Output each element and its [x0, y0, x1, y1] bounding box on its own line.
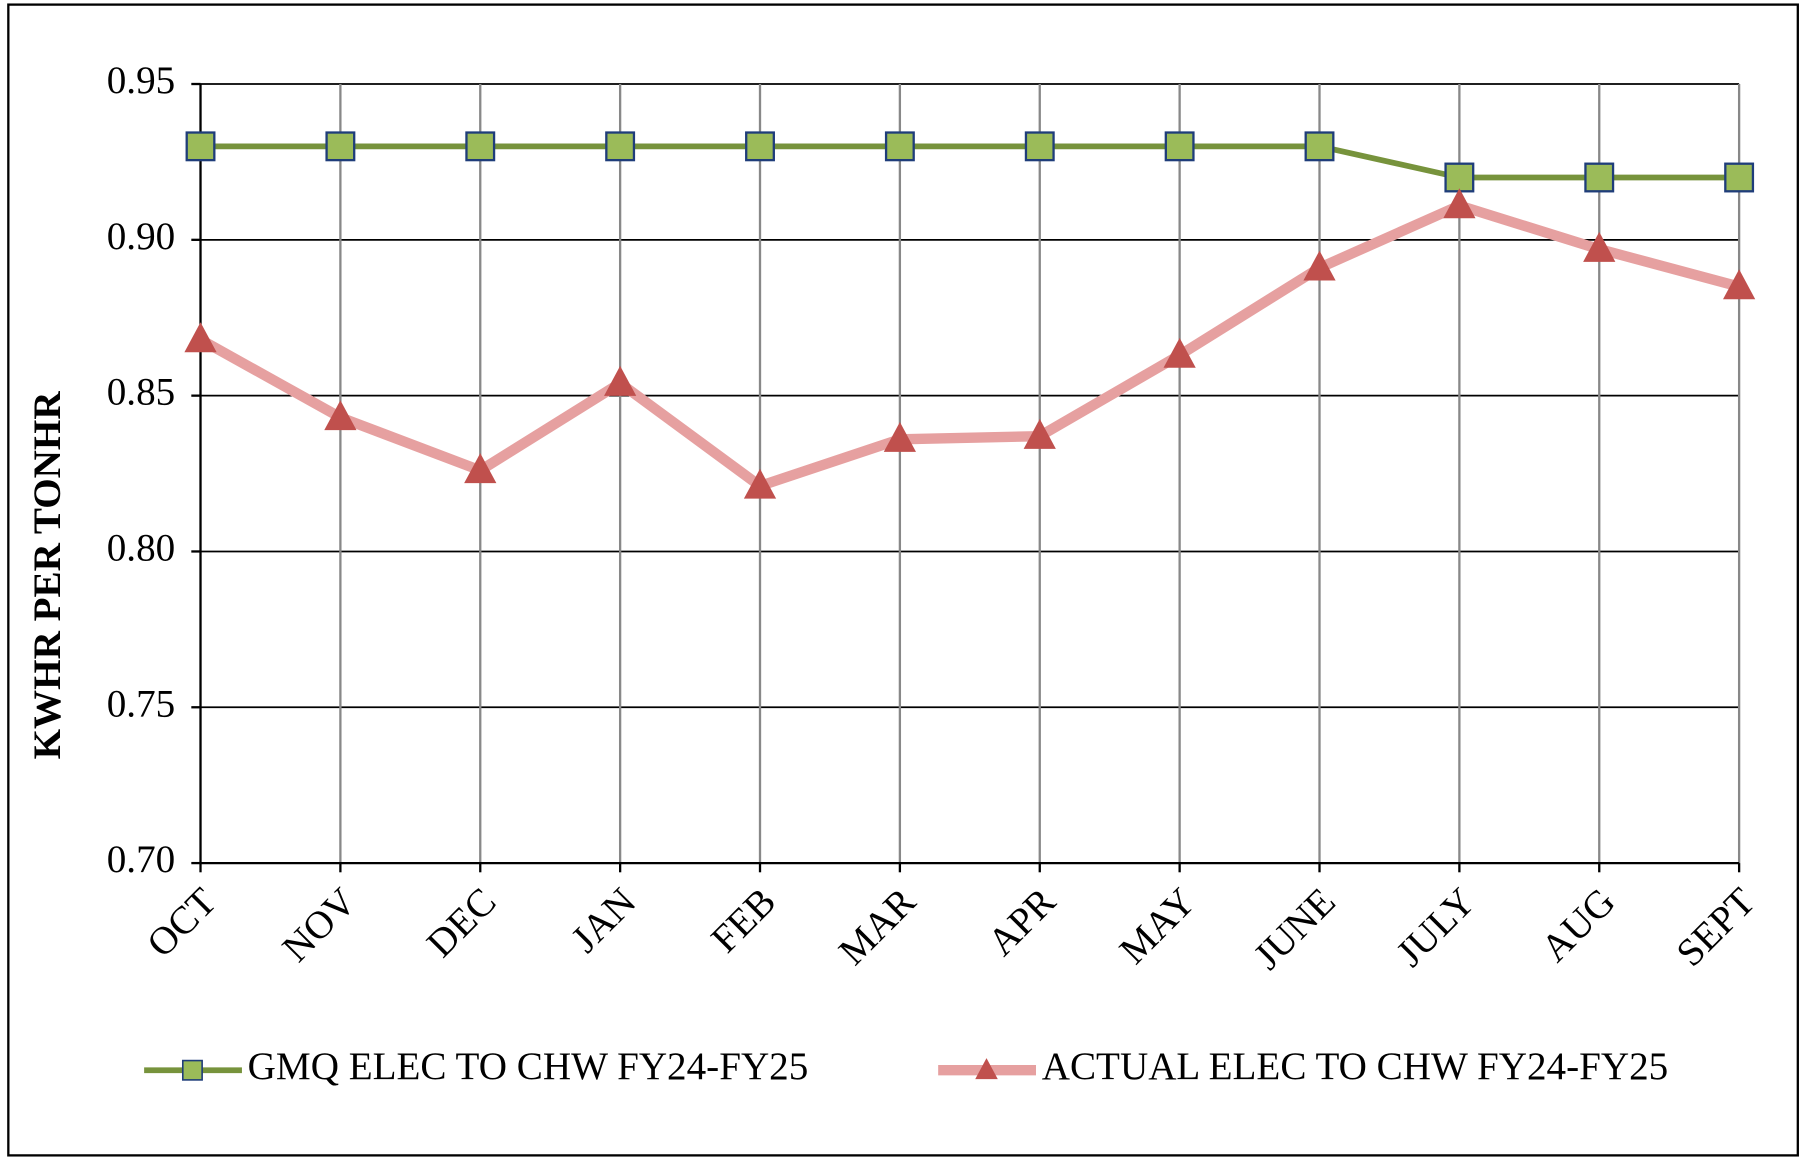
marker [883, 422, 916, 452]
legend-marker [975, 1058, 998, 1080]
y-tick-label: 0.80 [107, 526, 175, 569]
marker [1163, 337, 1196, 368]
series-line [200, 143, 1740, 181]
legend-label: GMQ ELEC TO CHW FY24-FY25 [248, 1045, 809, 1088]
marker [1723, 269, 1756, 300]
y-tick-label: 0.70 [107, 838, 175, 881]
marker [1024, 131, 1055, 162]
marker [605, 131, 636, 162]
marker [745, 131, 775, 162]
y-tick-label: 0.95 [107, 59, 175, 102]
marker [1023, 418, 1056, 449]
marker [1584, 162, 1615, 193]
marker [884, 131, 915, 162]
marker [185, 131, 216, 162]
marker [1164, 131, 1195, 162]
y-tick-label: 0.90 [107, 215, 175, 258]
marker [324, 400, 357, 431]
y-tick-label: 0.85 [107, 371, 175, 414]
marker [464, 453, 497, 484]
marker [1583, 231, 1616, 262]
marker [1303, 250, 1336, 281]
y-tick-label: 0.75 [107, 682, 175, 725]
y-axis-title: KWHR PER TONHR [26, 391, 69, 760]
marker [1724, 162, 1755, 193]
chart-border [7, 3, 1799, 1157]
marker [743, 468, 777, 499]
marker [1304, 131, 1335, 162]
marker [184, 322, 217, 353]
marker [465, 131, 496, 162]
marker [604, 365, 637, 396]
legend-marker [181, 1059, 203, 1081]
marker [1444, 162, 1475, 193]
series-line [197, 200, 1741, 492]
legend-label: ACTUAL ELEC TO CHW FY24-FY25 [1042, 1045, 1669, 1088]
marker [325, 131, 356, 162]
marker [1443, 188, 1476, 219]
